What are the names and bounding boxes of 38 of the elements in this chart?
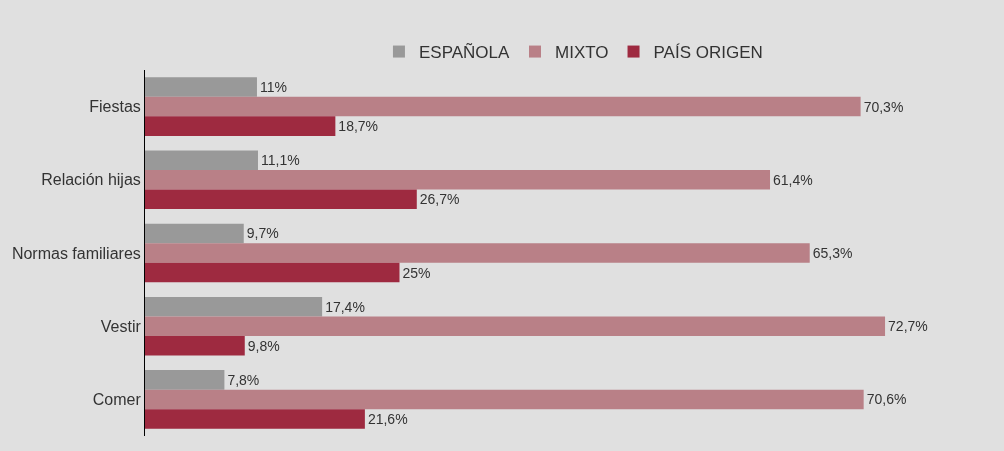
bar: [145, 150, 258, 171]
data-label: 26,7%: [419, 191, 460, 208]
bar: [145, 335, 245, 356]
bar: [145, 170, 771, 190]
bar: [145, 389, 864, 410]
bar: [145, 116, 336, 136]
data-label: 21,6%: [367, 410, 408, 427]
data-label: 65,3%: [812, 245, 853, 261]
bar: [145, 409, 365, 429]
bar: [145, 316, 886, 336]
bar: [145, 223, 244, 244]
data-label: 25%: [402, 264, 431, 281]
legend-label: ESPAÑOLA: [418, 43, 510, 63]
data-label: 70,3%: [863, 98, 904, 115]
data-label: 9,8%: [247, 337, 280, 354]
y-tick-label: Vestir: [100, 317, 142, 335]
data-label: 17,4%: [325, 298, 365, 315]
y-tick-label: Relación hijas: [41, 171, 141, 189]
y-tick-label: Normas familiares: [11, 244, 141, 262]
legend-label: MIXTO: [555, 43, 609, 63]
bar: [145, 262, 400, 283]
data-label: 61,4%: [773, 171, 813, 188]
y-tick-label: Comer: [92, 391, 142, 408]
data-label: 72,7%: [888, 318, 928, 335]
bar: [145, 77, 257, 97]
bar: [145, 243, 810, 263]
data-label: 11%: [259, 79, 287, 96]
y-tick-label: Fiestas: [89, 98, 141, 116]
data-label: 11,1%: [260, 152, 300, 169]
data-label: 9,7%: [246, 225, 279, 242]
bar: [145, 370, 225, 390]
bar: [145, 96, 861, 117]
data-label: 18,7%: [338, 118, 379, 135]
data-label: 70,6%: [866, 391, 907, 408]
legend-label: PAÍS ORIGEN: [653, 43, 763, 63]
bar: [145, 189, 417, 210]
bar: [145, 296, 323, 317]
data-label: 7,8%: [227, 371, 260, 388]
